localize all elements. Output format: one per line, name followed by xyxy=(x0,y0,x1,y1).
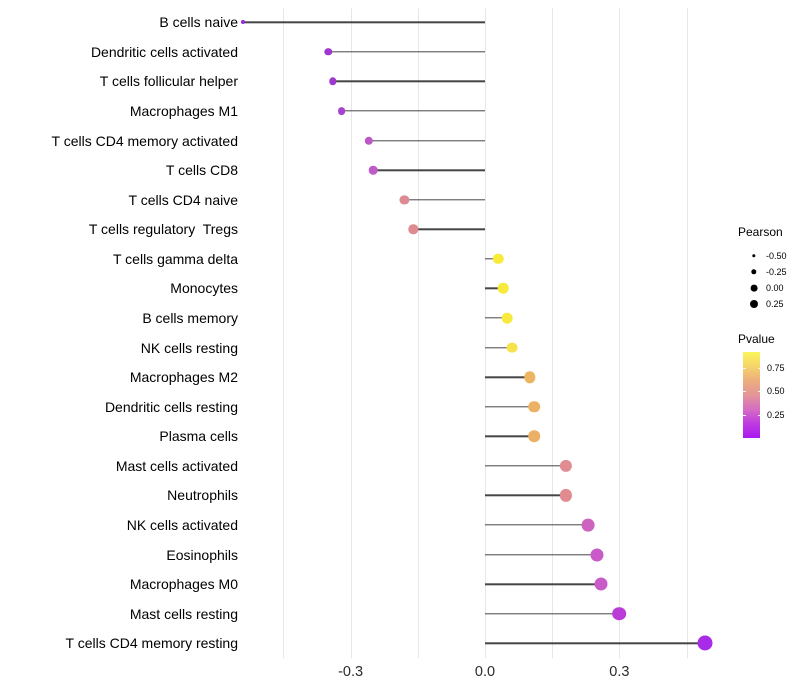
pearson-legend-key-label: -0.25 xyxy=(766,267,787,277)
lollipop-dot xyxy=(506,342,518,353)
lollipop-dot xyxy=(364,136,373,145)
pvalue-colorbar-tick xyxy=(743,391,746,393)
x-axis-tick-label: 0.0 xyxy=(474,664,496,680)
lollipop-stem xyxy=(485,406,535,408)
pearson-legend-title: Pearson xyxy=(738,225,783,239)
lollipop-stem xyxy=(243,21,485,23)
pearson-legend-key-label: -0.50 xyxy=(766,251,787,261)
category-label: T cells CD4 memory activated xyxy=(51,132,238,149)
gridline xyxy=(283,8,285,658)
lollipop-stem xyxy=(485,376,530,378)
lollipop-stem xyxy=(485,494,566,497)
pvalue-colorbar-tick xyxy=(757,391,760,393)
pvalue-colorbar xyxy=(743,352,760,438)
category-label: Macrophages M0 xyxy=(129,576,238,593)
category-label: Macrophages M1 xyxy=(129,103,238,119)
lollipop-stem xyxy=(368,139,485,142)
lollipop-stem xyxy=(485,258,499,260)
pearson-legend-key-label: 0.00 xyxy=(766,283,784,293)
pearson-legend-key-dot xyxy=(752,254,756,258)
pearson-legend-key-dot xyxy=(751,269,757,275)
lollipop-dot xyxy=(408,224,419,234)
category-label: NK cells resting xyxy=(140,339,238,356)
category-label: NK cells activated xyxy=(126,516,238,533)
pearson-legend-key-dot xyxy=(750,300,758,308)
pvalue-colorbar-label: 0.75 xyxy=(767,362,785,373)
category-label: B cells naive xyxy=(159,14,238,31)
lollipop-stem xyxy=(485,346,512,349)
lollipop-stem xyxy=(341,110,485,112)
pvalue-colorbar-tick xyxy=(743,414,746,416)
lollipop-stem xyxy=(485,435,535,437)
lollipop-stem xyxy=(332,80,485,83)
pvalue-colorbar-tick xyxy=(743,367,746,369)
category-label: Monocytes xyxy=(170,280,238,297)
lollipop-dot xyxy=(528,430,541,443)
category-label: T cells regulatory Tregs xyxy=(88,221,238,238)
lollipop-stem xyxy=(404,199,485,201)
pvalue-colorbar-tick xyxy=(757,414,760,416)
lollipop-stem xyxy=(485,612,620,615)
category-label: Dendritic cells resting xyxy=(104,398,238,415)
lollipop-dot xyxy=(368,165,378,175)
x-axis-tick-label: 0.3 xyxy=(609,664,630,680)
pvalue-legend-title: Pvalue xyxy=(738,332,775,346)
lollipop-dot xyxy=(328,77,337,86)
x-axis-tick-label: -0.3 xyxy=(338,664,364,680)
lollipop-dot xyxy=(590,548,604,562)
pvalue-colorbar-label: 0.25 xyxy=(767,409,785,420)
lollipop-stem xyxy=(485,287,503,290)
lollipop-stem xyxy=(485,524,589,526)
lollipop-dot xyxy=(581,518,595,532)
category-label: T cells CD4 naive xyxy=(128,191,238,208)
gridline xyxy=(619,8,621,658)
lollipop-dot xyxy=(528,400,541,413)
lollipop-stem xyxy=(485,553,597,556)
gridline xyxy=(686,8,688,658)
lollipop-stem xyxy=(485,465,566,467)
category-label: B cells memory xyxy=(142,310,238,326)
pvalue-colorbar-tick xyxy=(757,367,760,369)
category-label: T cells CD4 memory resting xyxy=(65,635,238,652)
lollipop-stem xyxy=(485,583,602,585)
category-label: Mast cells activated xyxy=(115,457,238,474)
lollipop-dot xyxy=(559,459,572,472)
lollipop-dot xyxy=(524,371,536,383)
lollipop-dot xyxy=(493,253,504,265)
lollipop-dot xyxy=(612,606,627,621)
lollipop-dot xyxy=(241,20,246,25)
category-label: T cells gamma delta xyxy=(112,250,238,267)
lollipop-stem xyxy=(485,642,705,644)
category-label: T cells follicular helper xyxy=(99,73,238,90)
pvalue-colorbar-label: 0.50 xyxy=(767,386,785,396)
lollipop-stem xyxy=(373,169,485,171)
category-label: Dendritic cells activated xyxy=(90,43,238,60)
gridline xyxy=(350,8,352,658)
category-label: Macrophages M2 xyxy=(129,369,238,386)
pearson-legend-key-label: 0.25 xyxy=(766,299,784,309)
lollipop-stem xyxy=(485,317,508,319)
category-label: Mast cells resting xyxy=(129,605,238,622)
pearson-legend-key-dot xyxy=(750,284,758,292)
lollipop-dot xyxy=(594,577,608,591)
lollipop-stem xyxy=(413,228,485,230)
lollipop-dot xyxy=(497,283,509,294)
category-label: Plasma cells xyxy=(159,428,238,445)
gridline xyxy=(485,8,486,658)
lollipop-stem xyxy=(328,51,485,53)
lollipop-dot xyxy=(324,48,332,56)
gridline xyxy=(552,8,554,658)
lollipop-dot xyxy=(399,195,409,205)
lollipop-dot xyxy=(337,107,346,115)
lollipop-dot xyxy=(559,489,572,502)
gridline xyxy=(417,8,419,658)
lollipop-dot xyxy=(502,312,513,324)
category-label: Eosinophils xyxy=(166,546,238,563)
lollipop-dot xyxy=(697,635,713,651)
category-label: Neutrophils xyxy=(167,487,238,504)
category-label: T cells CD8 xyxy=(165,162,238,179)
